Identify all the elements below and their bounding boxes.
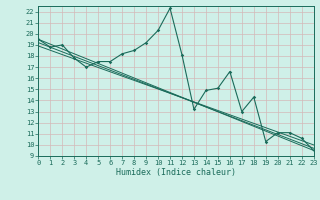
X-axis label: Humidex (Indice chaleur): Humidex (Indice chaleur): [116, 168, 236, 177]
